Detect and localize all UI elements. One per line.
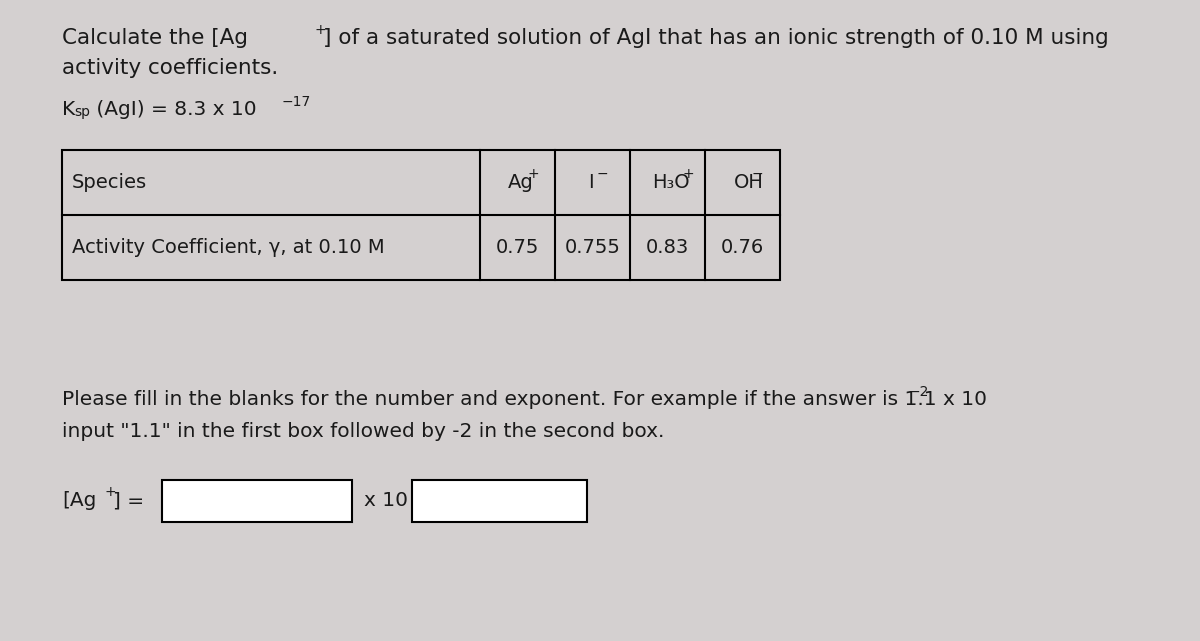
Text: 0.83: 0.83: [646, 238, 689, 257]
Text: [Ag: [Ag: [62, 492, 96, 510]
Text: ] =: ] =: [113, 492, 144, 510]
Text: Calculate the [Ag: Calculate the [Ag: [62, 28, 248, 48]
Text: +: +: [314, 23, 325, 37]
Text: −17: −17: [282, 95, 311, 109]
Text: +: +: [683, 167, 694, 181]
Text: Species: Species: [72, 173, 148, 192]
Text: +: +: [528, 167, 539, 181]
Text: input "1.1" in the first box followed by -2 in the second box.: input "1.1" in the first box followed by…: [62, 422, 665, 441]
Bar: [62, 150, 780, 280]
Text: 0.755: 0.755: [564, 238, 620, 257]
Text: −: −: [596, 167, 608, 181]
Text: sp: sp: [74, 105, 90, 119]
Text: ] of a saturated solution of AgI that has an ionic strength of 0.10 M using: ] of a saturated solution of AgI that ha…: [323, 28, 1109, 48]
Text: 0.76: 0.76: [721, 238, 764, 257]
Text: −2: −2: [910, 385, 929, 399]
Text: Please fill in the blanks for the number and exponent. For example if the answer: Please fill in the blanks for the number…: [62, 390, 986, 409]
FancyBboxPatch shape: [412, 480, 587, 522]
Text: 0.75: 0.75: [496, 238, 539, 257]
FancyBboxPatch shape: [162, 480, 352, 522]
Text: −: −: [751, 167, 763, 181]
Text: x 10: x 10: [364, 492, 408, 510]
Text: activity coefficients.: activity coefficients.: [62, 58, 278, 78]
Text: K: K: [62, 100, 76, 119]
Text: Ag: Ag: [508, 173, 533, 192]
Text: +: +: [106, 485, 116, 499]
Text: H₃O: H₃O: [653, 173, 690, 192]
Text: Activity Coefficient, γ, at 0.10 M: Activity Coefficient, γ, at 0.10 M: [72, 238, 385, 257]
Text: OH: OH: [733, 173, 763, 192]
Text: (AgI) = 8.3 x 10: (AgI) = 8.3 x 10: [90, 100, 257, 119]
Text: I: I: [588, 173, 594, 192]
